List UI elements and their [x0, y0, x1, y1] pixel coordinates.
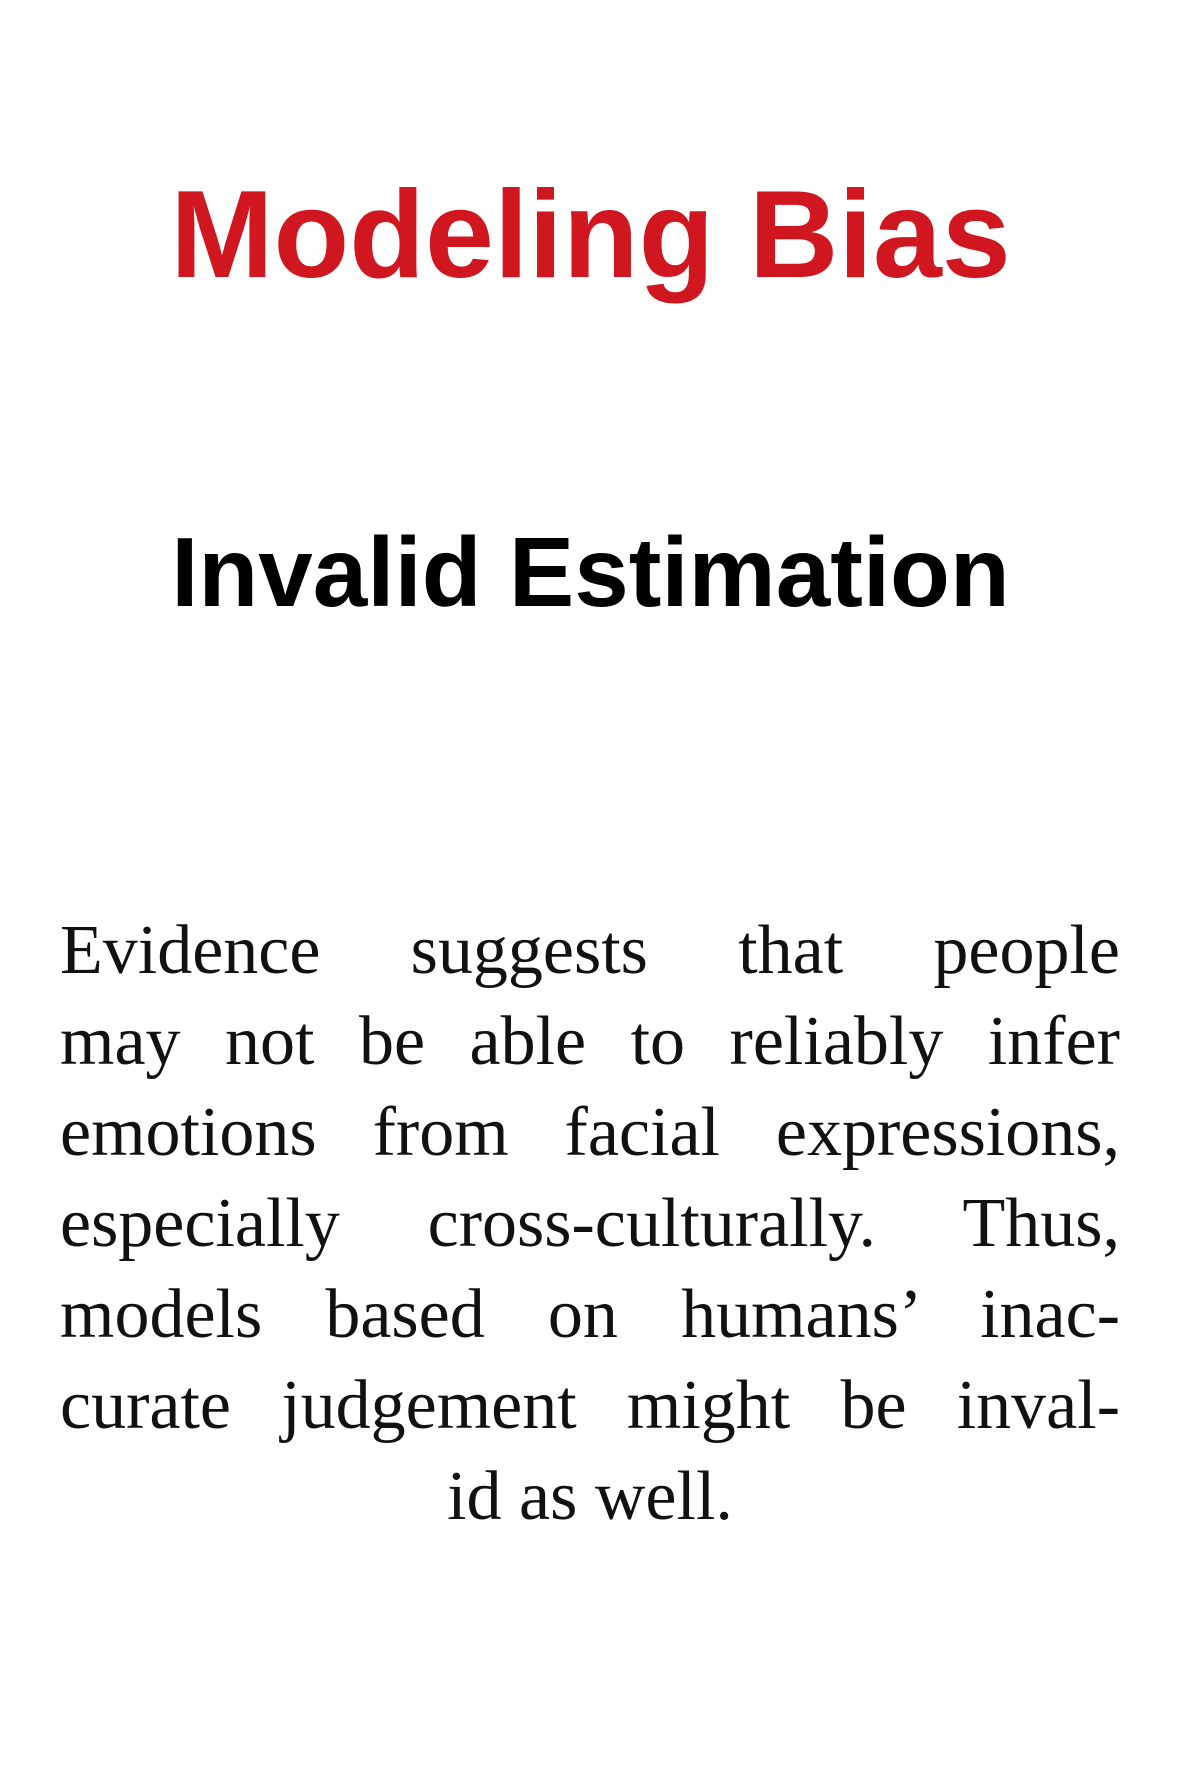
body-line: may not be able to reliably infer	[60, 1003, 1120, 1080]
card-title: Modeling Bias	[170, 166, 1011, 304]
body-line: emotions from facial expressions,	[60, 1094, 1120, 1171]
card-body-text: Evidence suggests that people may not be…	[60, 905, 1120, 1542]
body-line: models based on humans’ inac-	[60, 1276, 1120, 1353]
body-line: Evidence suggests that people	[60, 912, 1120, 989]
body-line: curate judgement might be inval-	[60, 1367, 1120, 1444]
body-line: id as well.	[447, 1458, 733, 1535]
body-line: especially cross-culturally. Thus,	[60, 1185, 1120, 1262]
card-subtitle: Invalid Estimation	[171, 517, 1010, 627]
